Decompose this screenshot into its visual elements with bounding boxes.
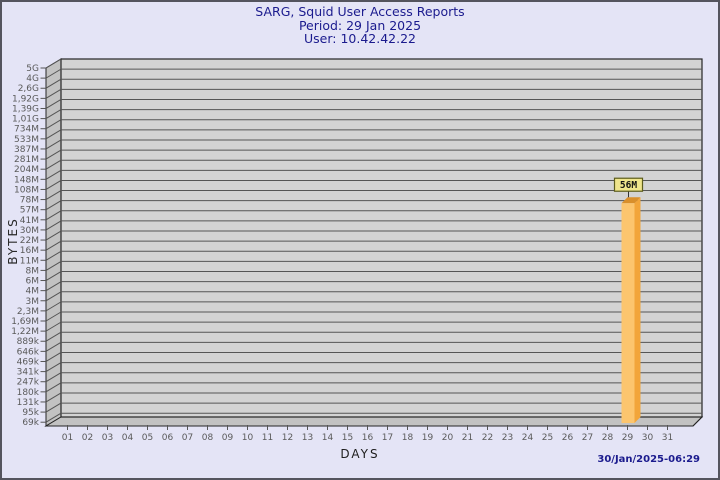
svg-text:1,22M: 1,22M: [11, 327, 39, 337]
svg-text:4M: 4M: [26, 287, 40, 297]
svg-text:18: 18: [402, 433, 414, 443]
svg-text:23: 23: [502, 433, 513, 443]
svg-text:11: 11: [262, 433, 273, 443]
svg-text:1,39G: 1,39G: [12, 104, 39, 114]
svg-text:131k: 131k: [17, 398, 40, 408]
svg-text:533M: 533M: [14, 135, 39, 145]
svg-text:30M: 30M: [20, 226, 39, 236]
svg-text:28: 28: [602, 433, 614, 443]
svg-text:21: 21: [462, 433, 473, 443]
svg-text:25: 25: [542, 433, 553, 443]
svg-text:646k: 646k: [17, 347, 40, 357]
svg-text:2,3M: 2,3M: [17, 307, 39, 317]
svg-text:30: 30: [642, 433, 654, 443]
svg-text:3M: 3M: [26, 297, 40, 307]
svg-text:95k: 95k: [22, 408, 39, 418]
svg-text:17: 17: [382, 433, 393, 443]
svg-text:5G: 5G: [26, 64, 39, 74]
svg-text:57M: 57M: [20, 206, 39, 216]
svg-text:1,92G: 1,92G: [12, 94, 39, 104]
svg-text:108M: 108M: [14, 185, 39, 195]
chart-title: SARG, Squid User Access Reports: [255, 4, 465, 19]
x-axis-title: DAYS: [340, 447, 380, 461]
svg-text:41M: 41M: [20, 216, 39, 226]
svg-text:204M: 204M: [14, 165, 39, 175]
chart-subtitle-period: Period: 29 Jan 2025: [298, 17, 422, 33]
chart-title-block: SARG, Squid User Access Reports Period: …: [0, 5, 720, 46]
svg-text:341k: 341k: [17, 368, 40, 378]
svg-text:889k: 889k: [17, 337, 40, 347]
svg-text:69k: 69k: [22, 418, 39, 428]
svg-text:27: 27: [582, 433, 593, 443]
svg-text:26: 26: [562, 433, 574, 443]
svg-text:12: 12: [282, 433, 293, 443]
svg-text:247k: 247k: [17, 378, 40, 388]
svg-text:19: 19: [422, 433, 434, 443]
svg-text:09: 09: [222, 433, 234, 443]
svg-text:29: 29: [622, 433, 634, 443]
chart-subtitle-user: User: 10.42.42.22: [304, 31, 416, 46]
svg-text:387M: 387M: [14, 145, 39, 155]
bar-day-29: 56M: [613, 177, 644, 423]
svg-text:4G: 4G: [26, 74, 39, 84]
svg-text:20: 20: [442, 433, 454, 443]
svg-text:6M: 6M: [26, 277, 40, 287]
svg-text:10: 10: [242, 433, 254, 443]
svg-text:734M: 734M: [14, 125, 39, 135]
svg-text:14: 14: [322, 433, 334, 443]
floor: [44, 416, 704, 427]
y-axis-title: BYTES: [6, 217, 20, 265]
x-ticks-and-labels: 01 02 03 04 05 06 07 08 09 10 11 12 13 14 15 16 17 18 19 20…: [62, 425, 673, 443]
plot-area: [60, 58, 703, 418]
report-generated-timestamp: 30/Jan/2025-06:29: [597, 454, 700, 465]
svg-text:06: 06: [162, 433, 174, 443]
svg-text:08: 08: [202, 433, 214, 443]
svg-text:180k: 180k: [17, 388, 40, 398]
svg-text:11M: 11M: [20, 256, 39, 266]
svg-text:1,69M: 1,69M: [11, 317, 39, 327]
svg-text:281M: 281M: [14, 155, 39, 165]
svg-text:31: 31: [662, 433, 673, 443]
svg-text:01: 01: [62, 433, 73, 443]
bar-value-box: [613, 177, 644, 192]
svg-text:1,01G: 1,01G: [12, 115, 39, 125]
svg-text:8M: 8M: [26, 266, 40, 276]
svg-text:469k: 469k: [17, 357, 40, 367]
svg-text:24: 24: [522, 433, 534, 443]
svg-text:03: 03: [102, 433, 113, 443]
svg-text:05: 05: [142, 433, 153, 443]
y-gridlines-and-labels: 5G4G2,6G1,92G1,39G1,01G734M533M387M281M2…: [11, 58, 702, 428]
svg-text:2,6G: 2,6G: [18, 84, 39, 94]
svg-text:15: 15: [342, 433, 353, 443]
svg-text:78M: 78M: [20, 196, 39, 206]
svg-text:07: 07: [182, 433, 193, 443]
svg-text:16: 16: [362, 433, 374, 443]
bar-value-label: 56M: [620, 180, 637, 191]
svg-text:02: 02: [82, 433, 93, 443]
svg-text:04: 04: [122, 433, 134, 443]
svg-text:13: 13: [302, 433, 313, 443]
svg-text:16M: 16M: [20, 246, 39, 256]
svg-text:22M: 22M: [20, 236, 39, 246]
svg-text:22: 22: [482, 433, 493, 443]
svg-text:148M: 148M: [14, 175, 39, 185]
